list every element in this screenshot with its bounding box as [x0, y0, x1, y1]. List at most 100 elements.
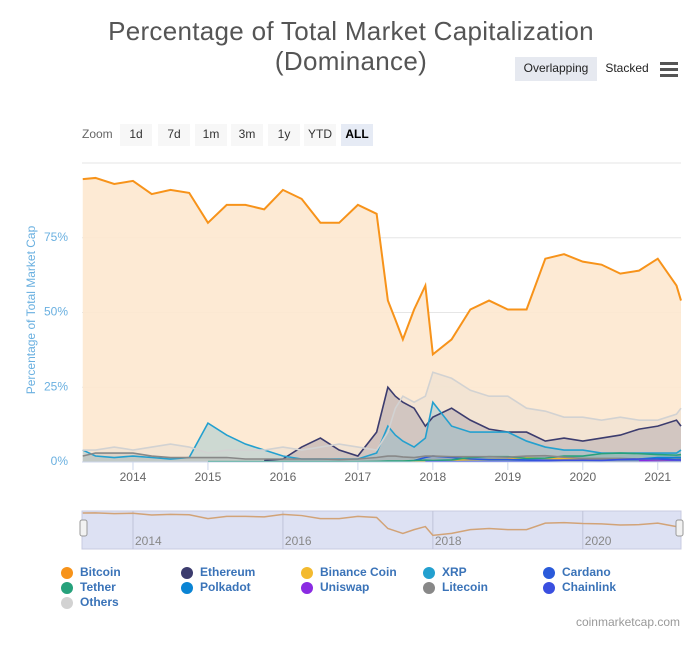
legend-swatch — [301, 582, 313, 594]
legend-label: Bitcoin — [80, 565, 121, 579]
menu-bar — [660, 62, 678, 65]
zoom-button-label: 1y — [278, 127, 291, 141]
y-tick-label: 0% — [51, 454, 69, 468]
zoom-button-bg — [158, 124, 190, 146]
legend-item[interactable]: Chainlink — [543, 580, 616, 594]
y-tick-label: 50% — [44, 305, 68, 319]
navigator-tick-label: 2014 — [135, 534, 162, 548]
legend-label: Chainlink — [562, 580, 616, 594]
series-line — [82, 371, 682, 454]
y-axis-title: Percentage of Total Market Cap — [24, 225, 38, 394]
x-tick-label: 2018 — [420, 470, 447, 484]
zoom-button-bg — [231, 124, 263, 146]
legend-item[interactable]: Litecoin — [423, 580, 488, 594]
navigator-tick-label: 2016 — [285, 534, 312, 548]
zoom-label: Zoom — [82, 127, 113, 141]
navigator-handle-body — [79, 519, 88, 537]
zoom-button[interactable]: 1m — [195, 124, 227, 146]
legend-label: Cardano — [562, 565, 611, 579]
y-tick-label: 25% — [44, 379, 68, 393]
series-line — [82, 176, 682, 357]
legend-item[interactable]: Ethereum — [181, 565, 255, 579]
view-toggle[interactable]: Overlapping — [515, 57, 597, 81]
zoom-button-label: 3m — [239, 127, 256, 141]
menu-bar — [660, 74, 678, 77]
navigator-bg — [81, 510, 682, 550]
zoom-button-bg — [268, 124, 300, 146]
view-toggle[interactable]: Stacked — [598, 57, 656, 81]
zoom-button-label: 7d — [167, 127, 180, 141]
zoom-button-bg — [304, 124, 336, 146]
navigator-tick-label: 2018 — [435, 534, 462, 548]
view-toggle-label: Stacked — [605, 61, 648, 75]
legend-swatch — [181, 582, 193, 594]
legend-swatch — [543, 567, 555, 579]
view-toggle-label: Overlapping — [524, 61, 589, 75]
legend-item[interactable]: Bitcoin — [61, 565, 121, 579]
legend-swatch — [423, 567, 435, 579]
series-line — [264, 385, 682, 462]
series-area-fill — [82, 402, 681, 462]
legend-swatch — [181, 567, 193, 579]
x-tick-label: 2017 — [345, 470, 372, 484]
zoom-button-label: ALL — [345, 127, 368, 141]
legend-item[interactable]: Cardano — [543, 565, 611, 579]
legend-swatch — [61, 597, 73, 609]
series-area-fill — [82, 372, 681, 462]
zoom-button[interactable]: 1y — [268, 124, 300, 146]
legend-item[interactable]: Others — [61, 595, 119, 609]
legend-swatch — [61, 567, 73, 579]
menu-bar — [660, 68, 678, 71]
navigator-handle[interactable] — [675, 519, 684, 537]
legend-label: Tether — [80, 580, 116, 594]
zoom-button[interactable]: ALL — [341, 124, 373, 146]
legend-item[interactable]: Uniswap — [301, 580, 369, 594]
x-tick-label: 2014 — [120, 470, 147, 484]
zoom-button-bg — [120, 124, 152, 146]
legend-item[interactable]: Polkadot — [181, 580, 251, 594]
legend-label: Polkadot — [200, 580, 251, 594]
x-tick-label: 2021 — [644, 470, 671, 484]
zoom-button-label: 1m — [203, 127, 220, 141]
legend-item[interactable]: XRP — [423, 565, 467, 579]
legend-label: Ethereum — [200, 565, 255, 579]
view-toggle-bg — [515, 57, 597, 81]
navigator-handle[interactable] — [79, 519, 88, 537]
zoom-button[interactable]: YTD — [304, 124, 336, 146]
x-tick-label: 2016 — [270, 470, 297, 484]
legend-label: Binance Coin — [320, 565, 397, 579]
zoom-button-label: YTD — [308, 127, 332, 141]
zoom-button-label: 1d — [129, 127, 142, 141]
legend-swatch — [61, 582, 73, 594]
zoom-button[interactable]: 7d — [158, 124, 190, 146]
legend-label: Others — [80, 595, 119, 609]
legend-label: XRP — [442, 565, 467, 579]
x-tick-label: 2019 — [494, 470, 521, 484]
zoom-button[interactable]: 3m — [231, 124, 263, 146]
navigator-tick-label: 2020 — [585, 534, 612, 548]
legend-swatch — [301, 567, 313, 579]
series-area-fill — [425, 459, 681, 462]
credit: coinmarketcap.com — [576, 615, 680, 629]
series-line — [82, 452, 682, 461]
legend-swatch — [423, 582, 435, 594]
navigator-handle-body — [675, 519, 684, 537]
zoom-button[interactable]: 1d — [120, 124, 152, 146]
x-tick-label: 2015 — [195, 470, 222, 484]
zoom-button-bg — [341, 124, 373, 146]
legend-label: Uniswap — [320, 580, 369, 594]
legend-item[interactable]: Binance Coin — [301, 565, 397, 579]
legend-item[interactable]: Tether — [61, 580, 116, 594]
zoom-button-bg — [195, 124, 227, 146]
navigator-line — [82, 512, 682, 537]
series-area-fill — [82, 177, 681, 462]
y-tick-label: 75% — [44, 230, 68, 244]
chart-title: Percentage of Total Market Capitalizatio… — [108, 16, 594, 76]
menu-icon[interactable] — [660, 62, 678, 77]
view-toggle-bg — [598, 57, 656, 81]
legend-label: Litecoin — [442, 580, 488, 594]
legend-swatch — [543, 582, 555, 594]
x-tick-label: 2020 — [569, 470, 596, 484]
